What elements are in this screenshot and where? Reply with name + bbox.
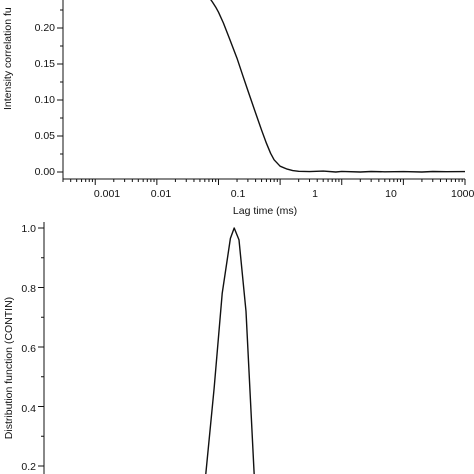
top-y-axis-title: Intensity correlation fu: [2, 7, 14, 110]
bottom-y-tick-label: 0.4: [21, 403, 36, 415]
top-x-tick-label: 0.1: [231, 188, 246, 200]
bottom-y-axis-title: Distribution function (CONTIN): [3, 297, 15, 439]
top-y-tick-label: 0.20: [35, 22, 56, 34]
top-x-tick-label: 1000: [451, 188, 474, 200]
top-y-tick-label: 0.10: [35, 94, 56, 106]
bottom-y-tick-label: 0.2: [21, 461, 36, 473]
top-x-tick-label: 0.01: [151, 188, 172, 200]
top-y-tick-label: 0.05: [35, 130, 56, 142]
correlation-series-line: [210, 0, 466, 173]
top-x-tick-label: 1: [312, 188, 318, 200]
top-x-tick-label: 0.001: [94, 188, 120, 200]
bottom-y-tick-label: 0.6: [21, 343, 36, 355]
top-axis-ticks: [57, 9, 466, 185]
distribution-series-line: [205, 227, 255, 474]
top-y-tick-label: 0.00: [35, 166, 56, 178]
bottom-y-tick-label: 0.8: [21, 283, 36, 295]
distribution-chart: 0.2 0.4 0.6 0.8 1.0 Distribution functio…: [3, 222, 255, 474]
top-y-tick-label: 0.15: [35, 58, 56, 70]
bottom-y-tick-label: 1.0: [21, 223, 36, 235]
top-x-tick-label: 10: [385, 188, 397, 200]
correlation-chart: 0.001 0.01 0.1 1 10 1000 0.00 0.05 0.10 …: [2, 0, 474, 217]
bottom-axis-ticks: [38, 227, 44, 467]
top-x-axis-title: Lag time (ms): [233, 205, 297, 217]
